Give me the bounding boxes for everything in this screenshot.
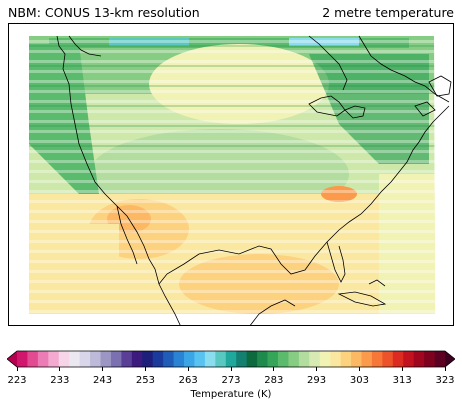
colorbar-segment [309,351,321,367]
title-left: NBM: CONUS 13-km resolution [8,5,200,20]
colorbar-segment [371,351,383,367]
colorbar-tick-mark [358,367,360,371]
colorbar-segment [163,351,174,367]
colorbar-segment [236,351,248,367]
colorbar-segment [351,351,362,367]
colorbar-tick-mark [187,367,189,371]
colorbar-tick-label: 323 [435,375,455,386]
colorbar-tick-mark [273,367,275,371]
colorbar-tick-mark [401,367,403,371]
colorbar-segment [131,351,143,367]
colorbar-segment [27,351,39,367]
colorbar-tick-label: 263 [178,375,198,386]
colorbar-gradient [6,350,456,368]
colorbar-tick-mark [16,367,18,371]
colorbar-max-extend [445,351,455,367]
colorbar-segment [361,351,373,367]
colorbar-segment [194,351,206,367]
colorbar-tick-label: 273 [221,375,241,386]
colorbar-segment [340,351,352,367]
colorbar-tick-mark [102,367,104,371]
colorbar-label: Temperature (K) [190,389,272,400]
colorbar-segment [225,351,237,367]
colorbar-segment [413,351,425,367]
colorbar-tick-label: 253 [135,375,155,386]
colorbar-segment [330,351,342,367]
colorbar-segment [173,351,185,367]
colorbar-tick-mark [144,367,146,371]
colorbar-segment [69,351,81,367]
colorbar-segment [392,351,404,367]
colorbar-tick-label: 293 [307,375,327,386]
colorbar-segment [267,351,279,367]
colorbar-segment [246,351,258,367]
colorbar-tick-label: 243 [93,375,113,386]
colorbar-tick-label: 313 [392,375,412,386]
colorbar-tick-mark [230,367,232,371]
colorbar-segment [48,351,60,367]
colorbar-segment [257,351,268,367]
colorbar-tick-mark [316,367,318,371]
colorbar-tick-label: 223 [7,375,27,386]
colorbar-segment [17,351,28,367]
colorbar-tick-label: 283 [264,375,284,386]
colorbar-segment [121,351,133,367]
colorbar-segment [215,351,227,367]
colorbar-segment [79,351,91,367]
colorbar-segment [142,351,154,367]
colorbar-min-extend [7,351,17,367]
temperature-field [29,36,435,314]
colorbar-tick-mark [59,367,61,371]
colorbar-segment [204,351,216,367]
colorbar-tick-label: 303 [349,375,369,386]
colorbar-tick-label: 233 [50,375,70,386]
colorbar-segment [110,351,122,367]
temperature-map [29,35,452,325]
colorbar-segment [152,351,164,367]
colorbar-segment [319,351,331,367]
colorbar-segment [434,351,446,367]
colorbar-segment [288,351,300,367]
colorbar-segment [37,351,49,367]
colorbar-segment [277,351,289,367]
map-panel[interactable] [8,23,454,326]
colorbar-tick-mark [444,367,446,371]
colorbar-segment [184,351,195,367]
coastlines [56,35,452,325]
colorbar-segment [100,351,112,367]
colorbar-segment [424,351,435,367]
colorbar-segment [58,351,70,367]
colorbar [6,348,456,370]
colorbar-segment [90,351,101,367]
colorbar-segment [403,351,415,367]
colorbar-segment [382,351,394,367]
title-right: 2 metre temperature [322,5,454,20]
colorbar-segment [298,351,310,367]
